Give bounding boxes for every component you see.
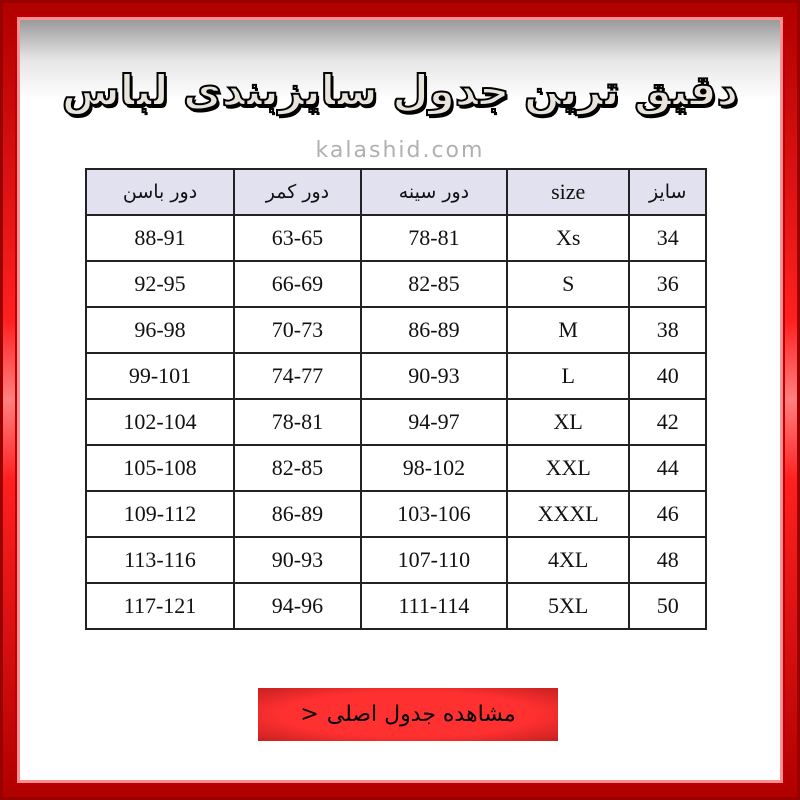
- table-row: 38 M 86-89 70-73 96-98: [84, 306, 707, 354]
- header-size-fa: سایز: [628, 168, 707, 216]
- arrow-icon: <: [300, 702, 319, 727]
- header-size: size: [505, 168, 631, 216]
- table-cell: 105-108: [84, 444, 236, 492]
- table-cell: 46: [628, 490, 707, 538]
- watermark: kalashid.com: [315, 138, 485, 163]
- table-cell: 113-116: [84, 536, 236, 584]
- table-cell: 66-69: [233, 260, 362, 308]
- table-cell: 102-104: [84, 398, 236, 446]
- table-cell: 86-89: [233, 490, 362, 538]
- table-cell: 94-96: [233, 582, 362, 630]
- table-cell: M: [505, 306, 631, 354]
- table-cell: 90-93: [233, 536, 362, 584]
- table-cell: 38: [628, 306, 707, 354]
- table-row: 46 XXXL 103-106 86-89 109-112: [84, 490, 707, 538]
- table-cell: 34: [628, 214, 707, 262]
- table-cell: 103-106: [359, 490, 508, 538]
- table-cell: Xs: [505, 214, 631, 262]
- table-cell: 96-98: [84, 306, 236, 354]
- table-cell: 78-81: [233, 398, 362, 446]
- table-cell: 63-65: [233, 214, 362, 262]
- table-row: 50 5XL 111-114 94-96 117-121: [84, 582, 707, 630]
- table-row: 34 Xs 78-81 63-65 88-91: [84, 214, 707, 262]
- table-cell: 70-73: [233, 306, 362, 354]
- table-cell: 94-97: [359, 398, 508, 446]
- table-cell: 40: [628, 352, 707, 400]
- table-header-row: سایز size دور سینه دور کمر دور باسن: [84, 168, 707, 216]
- header-chest: دور سینه: [359, 168, 508, 216]
- table-row: 42 XL 94-97 78-81 102-104: [84, 398, 707, 446]
- table-cell: 109-112: [84, 490, 236, 538]
- header-waist: دور کمر: [233, 168, 362, 216]
- table-cell: L: [505, 352, 631, 400]
- table-cell: 111-114: [359, 582, 508, 630]
- table-cell: 98-102: [359, 444, 508, 492]
- table-row: 36 S 82-85 66-69 92-95: [84, 260, 707, 308]
- table-cell: 92-95: [84, 260, 236, 308]
- table-cell: 48: [628, 536, 707, 584]
- table-cell: 90-93: [359, 352, 508, 400]
- table-cell: XL: [505, 398, 631, 446]
- table-cell: 36: [628, 260, 707, 308]
- table-cell: S: [505, 260, 631, 308]
- table-row: 44 XXL 98-102 82-85 105-108: [84, 444, 707, 492]
- table-cell: 88-91: [84, 214, 236, 262]
- table-cell: 44: [628, 444, 707, 492]
- table-cell: 117-121: [84, 582, 236, 630]
- table-cell: 99-101: [84, 352, 236, 400]
- table-row: 40 L 90-93 74-77 99-101: [84, 352, 707, 400]
- table-row: 48 4XL 107-110 90-93 113-116: [84, 536, 707, 584]
- table-cell: 5XL: [505, 582, 631, 630]
- table-cell: 86-89: [359, 306, 508, 354]
- table-cell: 42: [628, 398, 707, 446]
- size-table: سایز size دور سینه دور کمر دور باسن 34 Xs…: [84, 168, 707, 630]
- table-cell: 4XL: [505, 536, 631, 584]
- table-cell: 107-110: [359, 536, 508, 584]
- page-title: دقیق ترین جدول سایزبندی لباس: [61, 65, 739, 116]
- header-hip: دور باسن: [84, 168, 236, 216]
- table-cell: 50: [628, 582, 707, 630]
- table-cell: 78-81: [359, 214, 508, 262]
- table-cell: 82-85: [233, 444, 362, 492]
- table-cell: XXL: [505, 444, 631, 492]
- button-label: مشاهده جدول اصلی: [326, 702, 516, 727]
- table-cell: 74-77: [233, 352, 362, 400]
- table-cell: 82-85: [359, 260, 508, 308]
- table-cell: XXXL: [505, 490, 631, 538]
- view-original-table-button[interactable]: مشاهده جدول اصلی <: [258, 688, 558, 741]
